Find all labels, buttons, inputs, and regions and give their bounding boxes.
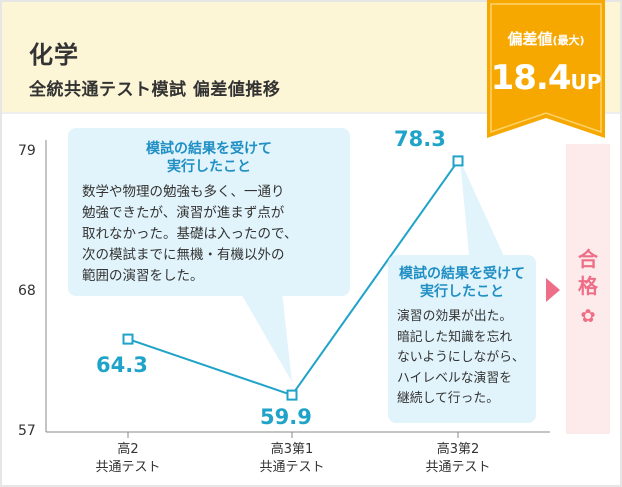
value-label-2: 78.3 <box>394 126 446 151</box>
callout-pointer-1 <box>240 292 292 382</box>
value-label-0: 64.3 <box>96 353 148 378</box>
arrow-right-icon <box>546 278 560 302</box>
callout-1-body: 数学や物理の勉強も多く、一通り 勉強できたが、演習が進まず点が 取れなかった。基… <box>82 184 298 284</box>
chart-subtitle: 全統共通テスト模試 偏差値推移 <box>29 80 281 100</box>
series-line <box>122 155 464 401</box>
data-point-0 <box>122 333 134 345</box>
callout-2-body: 演習の効果が出た。 暗記した知識を忘れ ないようにしながら、 ハイレベルな演習を… <box>397 309 525 406</box>
y-tick-label-0: 79 <box>18 143 36 159</box>
improvement-badge: 偏差値(最大) 18.4UP <box>487 0 605 140</box>
x-tick-label-2: 高3第2 共通テスト <box>425 442 491 475</box>
callout-2-title: 模試の結果を受けて 実行したこと <box>399 266 525 300</box>
data-point-2 <box>452 155 464 167</box>
sakura-icon: ✿ <box>580 306 596 327</box>
x-tick-label-0: 高2 共通テスト <box>95 442 161 475</box>
subject-title: 化学 <box>29 41 79 69</box>
x-tick-label-1: 高3第1 共通テスト <box>259 442 325 475</box>
value-label-1: 59.9 <box>260 405 312 430</box>
y-tick-label-2: 57 <box>18 423 36 439</box>
y-tick-label-1: 68 <box>18 283 36 299</box>
badge-label: 偏差値(最大) <box>507 30 585 48</box>
callout-1: 模試の結果を受けて 実行したこと 数学や物理の勉強も多く、一通り 勉強できたが、… <box>68 128 350 296</box>
x-ticks <box>127 432 459 438</box>
result-text: 合 格 <box>578 247 598 298</box>
callout-1-title: 模試の結果を受けて 実行したこと <box>146 141 272 175</box>
callout-pointer-2 <box>460 160 508 265</box>
ribbon-shape <box>487 0 605 138</box>
result-box: 合 格 ✿ <box>566 144 610 434</box>
badge-value: 18.4UP <box>490 58 602 98</box>
data-point-1 <box>286 389 298 401</box>
callout-2: 模試の結果を受けて 実行したこと 演習の効果が出た。 暗記した知識を忘れ ないよ… <box>388 255 536 423</box>
